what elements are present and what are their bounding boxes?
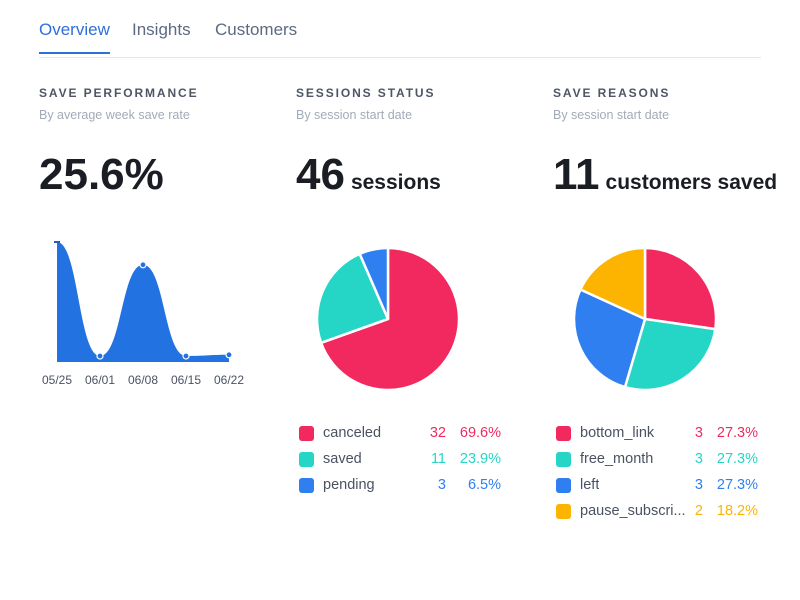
tab-overview[interactable]: Overview [39, 20, 110, 54]
legend-label: left [580, 477, 600, 493]
save-rate-point[interactable] [54, 241, 60, 243]
save-performance-panel: SAVE PERFORMANCE By average week save ra… [39, 86, 279, 387]
legend-percent: 6.5% [467, 477, 501, 493]
save-performance-subtitle: By average week save rate [39, 108, 190, 122]
customers-saved-metric: 11 customers saved [553, 150, 777, 200]
legend-row[interactable]: saved 11 23.9% [296, 448, 508, 474]
save-reasons-subtitle: By session start date [553, 108, 670, 122]
legend-swatch [556, 426, 571, 441]
tab-customers[interactable]: Customers [215, 20, 298, 39]
legend-row[interactable]: canceled 32 69.6% [296, 422, 508, 448]
save-rate-point[interactable] [182, 352, 190, 360]
sessions-status-panel: SESSIONS STATUS By session start date 46… [296, 86, 536, 493]
legend-swatch [556, 478, 571, 493]
save-reasons-panel: SAVE REASONS By session start date 11 cus… [553, 86, 793, 519]
legend-swatch [299, 426, 314, 441]
sessions-status-subtitle: By session start date [296, 108, 413, 122]
reasons-slice-left[interactable] [572, 288, 647, 389]
legend-count: 3 [437, 477, 446, 493]
reasons-slice-free-month[interactable] [623, 317, 717, 392]
save-reasons-legend: bottom_link 3 27.3% free_month 3 27.3% left 3 27… [553, 422, 765, 526]
legend-swatch [299, 452, 314, 467]
tab-bar: Overview Insights Customers [39, 0, 761, 58]
save-rate-point[interactable] [96, 352, 104, 360]
sessions-slice-canceled[interactable] [319, 246, 461, 392]
legend-count: 2 [694, 503, 703, 519]
legend-label: free_month [580, 451, 654, 467]
legend-label: saved [323, 451, 362, 467]
sessions-status-legend: canceled 32 69.6% saved 11 23.9% pending 3 6.5% [296, 422, 508, 500]
save-rate-point[interactable] [139, 261, 147, 269]
save-rate-metric: 25.6% [39, 150, 164, 200]
legend-swatch [299, 478, 314, 493]
save-rate-point[interactable] [225, 351, 233, 359]
save-rate-area [57, 242, 229, 362]
legend-percent: 69.6% [459, 425, 501, 441]
save-performance-title: SAVE PERFORMANCE [39, 86, 199, 100]
legend-swatch [556, 452, 571, 467]
legend-count: 3 [694, 451, 703, 467]
legend-label: pending [323, 477, 375, 493]
x-tick-label: 06/22 [214, 373, 244, 387]
legend-count: 11 [430, 451, 446, 467]
legend-count: 3 [694, 425, 703, 441]
sessions-unit: sessions [350, 171, 441, 194]
legend-percent: 27.3% [716, 451, 758, 467]
legend-row[interactable]: left 3 27.3% [553, 474, 765, 500]
sessions-slice-pending[interactable] [358, 246, 390, 321]
reasons-slice-pause-subscri[interactable] [579, 246, 647, 321]
reasons-slice-bottom-link[interactable] [643, 246, 718, 331]
customers-saved-unit: customers saved [605, 171, 778, 194]
legend-percent: 18.2% [716, 503, 758, 519]
legend-count: 3 [694, 477, 703, 493]
tab-insights[interactable]: Insights [132, 20, 191, 39]
sessions-status-pie [315, 246, 461, 392]
legend-count: 32 [429, 425, 446, 441]
customers-saved-count: 11 [553, 150, 600, 199]
x-tick-label: 06/08 [128, 373, 158, 387]
legend-swatch [556, 504, 571, 519]
legend-row[interactable]: pending 3 6.5% [296, 474, 508, 500]
sessions-metric: 46 sessions [296, 150, 441, 200]
save-reasons-title: SAVE REASONS [553, 86, 671, 100]
save-rate-value: 25.6% [39, 150, 164, 199]
legend-percent: 23.9% [459, 451, 501, 467]
legend-label: canceled [323, 425, 382, 441]
x-tick-label: 06/01 [85, 373, 115, 387]
x-tick-label: 05/25 [42, 373, 72, 387]
legend-row[interactable]: bottom_link 3 27.3% [553, 422, 765, 448]
legend-row[interactable]: free_month 3 27.3% [553, 448, 765, 474]
legend-percent: 27.3% [716, 425, 758, 441]
save-rate-area-chart: 05/25 06/01 06/08 06/15 06/22 [42, 241, 244, 387]
sessions-status-title: SESSIONS STATUS [296, 86, 436, 100]
legend-label: pause_subscri... [580, 503, 686, 519]
legend-row[interactable]: pause_subscri... 2 18.2% [553, 500, 765, 526]
save-reasons-pie [572, 246, 718, 392]
legend-label: bottom_link [580, 425, 655, 441]
x-tick-label: 06/15 [171, 373, 201, 387]
legend-percent: 27.3% [716, 477, 758, 493]
sessions-slice-saved[interactable] [315, 252, 390, 345]
sessions-count: 46 [296, 150, 345, 199]
